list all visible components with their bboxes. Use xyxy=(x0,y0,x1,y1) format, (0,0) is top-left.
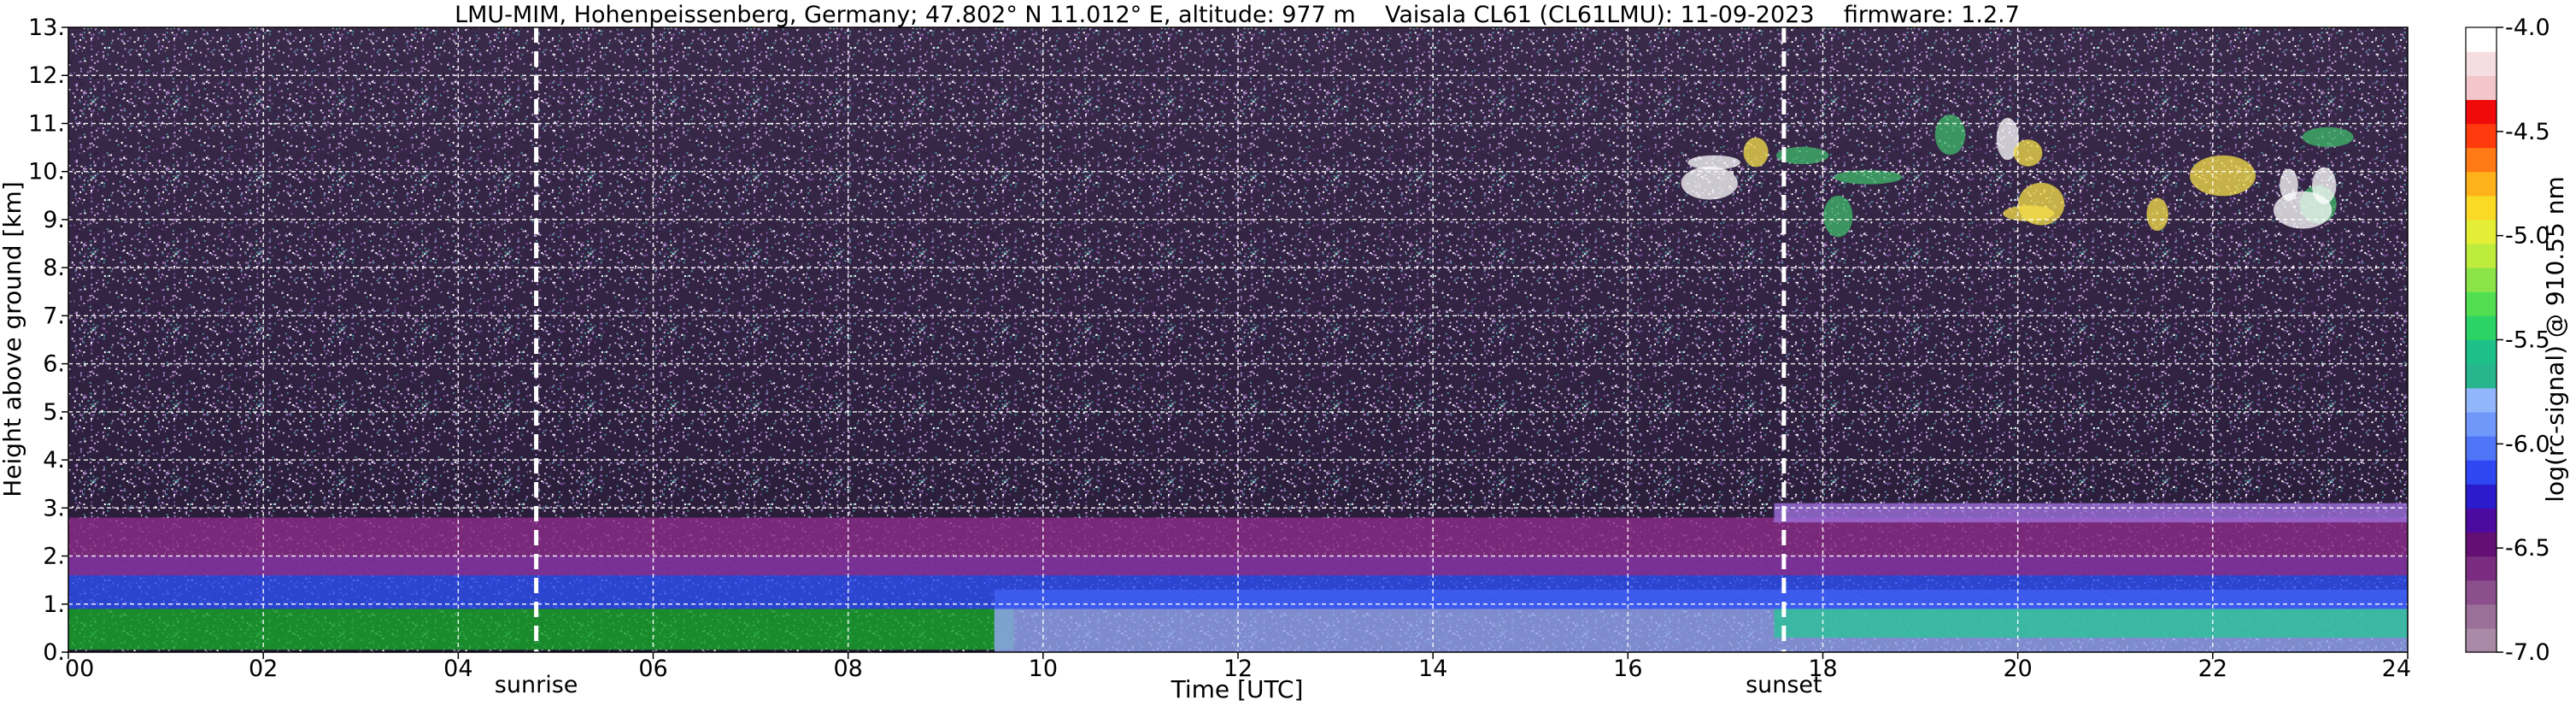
cloud-patch xyxy=(1823,195,1853,238)
colorbar-swatch xyxy=(2466,556,2497,581)
cloud-patch xyxy=(2003,205,2054,221)
colorbar-swatch xyxy=(2466,435,2497,461)
colorbar-swatch xyxy=(2466,219,2497,244)
colorbar-swatch xyxy=(2466,171,2497,197)
cloud-patch xyxy=(1681,166,1738,200)
sun-marker-label: sunset xyxy=(1746,672,1822,698)
y-tick-label: 10. xyxy=(28,159,65,185)
cloud-patch xyxy=(1743,138,1769,168)
colorbar-tick-label: -5.0 xyxy=(2505,223,2550,250)
x-tick-label: 18 xyxy=(1808,656,1837,682)
cloud-patch xyxy=(2146,197,2168,232)
colorbar-swatch xyxy=(2466,580,2497,605)
y-tick-label: 0. xyxy=(43,639,65,666)
sun-marker-labels: sunrise sunset xyxy=(495,672,1822,698)
cloud-patch xyxy=(1687,155,1740,170)
y-tick-label: 9. xyxy=(43,207,65,233)
cloud-patch xyxy=(1934,115,1966,156)
colorbar-swatch xyxy=(2466,411,2497,437)
cloud-patch xyxy=(2189,155,2256,197)
sun-markers xyxy=(534,27,1787,652)
y-tick-label: 8. xyxy=(43,255,65,281)
colorbar-swatch xyxy=(2466,147,2497,173)
x-tick-label: 08 xyxy=(833,656,862,682)
y-tick-label: 13. xyxy=(28,15,65,41)
x-tick-label: 24 xyxy=(2382,656,2411,682)
colorbar: -4.0 -4.5 -5.0 -5.5 -6.0 -6.5 -7.0 xyxy=(2465,15,2550,666)
layer-band xyxy=(1774,609,2408,638)
colorbar-tick-label: -7.0 xyxy=(2505,639,2550,666)
y-tick-label: 12. xyxy=(28,62,65,89)
colorbar-tick-label: -6.5 xyxy=(2505,535,2550,562)
x-tick-label: 22 xyxy=(2198,656,2227,682)
layer-band xyxy=(1774,503,2408,523)
colorbar-swatch xyxy=(2466,484,2497,509)
colorbar-swatch xyxy=(2466,291,2497,316)
colorbar-swatch xyxy=(2466,75,2497,100)
plot-area xyxy=(68,27,2408,652)
x-tick-label: 04 xyxy=(443,656,472,682)
x-axis-label: Time [UTC] xyxy=(1171,675,1304,703)
colorbar-swatch xyxy=(2466,603,2497,629)
y-tick-label: 4. xyxy=(43,447,65,474)
grid-lines xyxy=(68,27,2408,652)
colorbar-swatch xyxy=(2466,532,2497,557)
x-tick-label: 12 xyxy=(1223,656,1253,682)
y-axis-label: Height above ground [km] xyxy=(0,181,26,497)
colorbar-swatch xyxy=(2466,195,2497,221)
cloud-patch xyxy=(2302,126,2354,148)
colorbar-tick-label: -4.0 xyxy=(2505,15,2550,41)
colorbar-swatch xyxy=(2466,268,2497,292)
y-tick-label: 11. xyxy=(28,110,65,137)
layer-band xyxy=(68,609,1014,650)
colorbar-tick-label: -4.5 xyxy=(2505,119,2550,145)
colorbar-tick-label: -5.5 xyxy=(2505,327,2550,354)
x-tick-label: 00 xyxy=(65,656,94,682)
y-tick-label: 7. xyxy=(43,303,65,329)
cloud-patch xyxy=(1834,170,1903,185)
x-tick-label: 02 xyxy=(249,656,278,682)
y-tick-label: 2. xyxy=(43,544,65,570)
cloud-patch xyxy=(2273,191,2332,229)
colorbar-swatch xyxy=(2466,244,2497,268)
sun-marker-label: sunrise xyxy=(495,672,578,698)
x-tick-label: 20 xyxy=(2003,656,2032,682)
colorbar-swatch xyxy=(2466,363,2497,389)
colorbar-swatch xyxy=(2466,508,2497,533)
colorbar-tick-label: -6.0 xyxy=(2505,431,2550,457)
x-tick-label: 14 xyxy=(1418,656,1447,682)
colorbar-swatch xyxy=(2466,123,2497,149)
colorbar-swatch xyxy=(2466,627,2497,653)
colorbar-swatch xyxy=(2466,387,2497,413)
colorbar-swatch xyxy=(2466,315,2497,341)
colorbar-swatch xyxy=(2466,99,2497,125)
x-tick-label: 06 xyxy=(638,656,667,682)
colorbar-swatch xyxy=(2466,460,2497,485)
y-tick-label: 3. xyxy=(43,495,65,521)
x-tick-label: 10 xyxy=(1029,656,1058,682)
colorbar-swatch xyxy=(2466,27,2497,52)
cloud-patch xyxy=(2013,139,2043,167)
y-tick-label: 5. xyxy=(43,399,65,426)
cloud-patch xyxy=(1775,146,1829,164)
colorbar-label: log(rc-signal) @ 910.55 nm xyxy=(2541,176,2569,502)
x-tick-label: 16 xyxy=(1613,656,1642,682)
cloud-patch xyxy=(1996,117,2019,161)
y-tick-label: 1. xyxy=(43,591,65,618)
chart-title: LMU-MIM, Hohenpeissenberg, Germany; 47.8… xyxy=(455,2,2020,28)
x-ticks: 00 02 04 06 08 10 12 14 16 18 20 22 24 xyxy=(65,652,2411,682)
colorbar-swatch xyxy=(2466,51,2497,76)
colorbar-swatch xyxy=(2466,339,2497,365)
y-ticks: 0. 1. 2. 3. 4. 5. 6. 7. 8. 9. 10. 11. 12. 13. xyxy=(28,15,68,666)
y-tick-label: 6. xyxy=(43,351,65,378)
